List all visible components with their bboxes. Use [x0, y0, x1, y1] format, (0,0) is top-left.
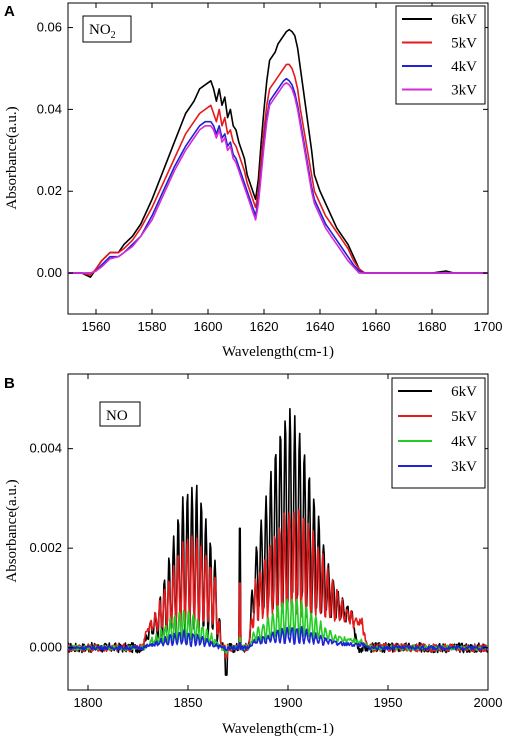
panel-b: B 1800 1850 1900 1950 2000 0.000 0.002 0.004 W…	[4, 373, 503, 737]
panel-a: A 1560 1580 1600 1620 1640 1660 1680 1700 0.000…	[4, 2, 503, 360]
x-tick-label: 1640	[306, 319, 335, 334]
panel-b-y-axis: 0.000 0.002 0.004	[29, 441, 488, 655]
legend-label-6kV: 6kV	[451, 384, 477, 400]
series-line-6kV	[68, 28, 488, 278]
series-line-3kV	[68, 82, 488, 274]
panel-a-letter: A	[4, 3, 15, 20]
y-tick-label: 0.004	[29, 441, 62, 456]
panel-b-annotation: NO	[99, 401, 141, 427]
panel-b-legend: 6kV 5kV 4kV 3kV	[391, 377, 486, 489]
x-tick-label: 1560	[82, 319, 111, 334]
x-tick-label: 1680	[418, 319, 447, 334]
x-tick-label: 1700	[474, 319, 503, 334]
panel-b-series-group	[68, 407, 488, 676]
panel-a-annotation-box	[82, 15, 132, 43]
x-tick-label: 1620	[250, 319, 279, 334]
x-tick-label: 1660	[362, 319, 391, 334]
y-tick-label: 0.06	[37, 20, 62, 35]
legend-label-5kV: 5kV	[451, 409, 477, 425]
panel-a-legend: 6kV 5kV 4kV 3kV	[395, 5, 486, 105]
panel-a-x-axis-title: Wavelength(cm-1)	[222, 344, 334, 360]
x-tick-label: 2000	[474, 695, 503, 710]
series-line-3kV	[68, 625, 488, 651]
panel-a-annotation-text: NO2	[89, 22, 116, 41]
panel-b-plot-frame	[67, 373, 489, 691]
x-tick-label: 1900	[274, 695, 303, 710]
panel-a-legend-box	[395, 5, 486, 105]
y-tick-label: 0.000	[29, 640, 62, 655]
x-tick-label: 1950	[374, 695, 403, 710]
legend-label-3kV: 3kV	[451, 83, 477, 99]
panel-a-plot-frame	[67, 2, 489, 315]
x-tick-label: 1850	[174, 695, 203, 710]
series-line-5kV	[68, 63, 488, 276]
panel-a-series-group	[68, 28, 488, 278]
series-line-4kV	[68, 77, 488, 274]
panel-b-legend-box	[391, 377, 486, 489]
y-tick-label: 0.02	[37, 183, 62, 198]
panel-b-annotation-text: NO	[106, 408, 128, 424]
panel-b-y-axis-title: Absorbance(a.u.)	[4, 479, 20, 582]
y-tick-label: 0.00	[37, 265, 62, 280]
legend-label-4kV: 4kV	[451, 434, 477, 450]
x-tick-label: 1600	[194, 319, 223, 334]
x-tick-label: 1580	[138, 319, 167, 334]
panel-b-x-axis: 1800 1850 1900 1950 2000	[74, 374, 503, 710]
x-tick-label: 1800	[74, 695, 103, 710]
panel-b-annotation-box	[99, 401, 141, 427]
panel-a-y-axis: 0.00 0.02 0.04 0.06	[37, 20, 488, 280]
panel-b-x-axis-title: Wavelength(cm-1)	[222, 721, 334, 737]
legend-label-3kV: 3kV	[451, 459, 477, 475]
legend-label-6kV: 6kV	[451, 12, 477, 28]
legend-label-4kV: 4kV	[451, 59, 477, 75]
panel-b-letter: B	[4, 375, 15, 392]
panel-a-y-axis-title: Absorbance(a.u.)	[4, 106, 20, 209]
panel-a-x-axis: 1560 1580 1600 1620 1640 1660 1680 1700	[82, 3, 503, 334]
y-tick-label: 0.002	[29, 540, 62, 555]
y-tick-label: 0.04	[37, 101, 62, 116]
panel-a-annotation: NO2	[82, 15, 132, 43]
legend-label-5kV: 5kV	[451, 36, 477, 52]
